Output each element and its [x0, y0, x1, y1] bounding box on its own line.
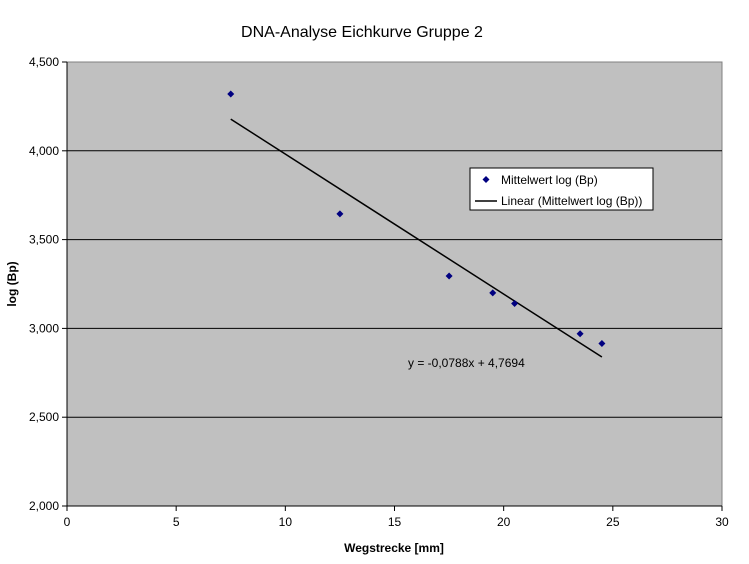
x-tick-label: 10 [279, 515, 293, 529]
data-point [336, 210, 344, 218]
y-axis: 2,000 2,500 3,000 3,500 4,000 4,500 [29, 55, 68, 513]
trendline-equation: y = -0,0788x + 4,7694 [408, 356, 525, 370]
y-tick-label: 4,500 [29, 55, 59, 69]
x-tick-label: 25 [606, 515, 620, 529]
data-point [227, 90, 235, 98]
legend-label-series: Mittelwert log (Bp) [501, 173, 598, 187]
data-point [489, 289, 497, 297]
legend-box [469, 167, 654, 211]
y-tick-label: 3,000 [29, 321, 59, 335]
y-tick-label: 4,000 [29, 144, 59, 158]
y-tick-label: 2,000 [29, 499, 59, 513]
legend: Mittelwert log (Bp) Linear (Mittelwert l… [469, 167, 654, 211]
x-axis-label: Wegstrecke [mm] [344, 541, 444, 555]
x-tick-label: 15 [388, 515, 402, 529]
y-tick-label: 2,500 [29, 410, 59, 424]
legend-label-trend: Linear (Mittelwert log (Bp)) [501, 194, 642, 208]
y-axis-label: log (Bp) [5, 261, 19, 306]
x-tick-label: 30 [715, 515, 729, 529]
trendline [230, 118, 603, 358]
chart-title: DNA-Analyse Eichkurve Gruppe 2 [241, 24, 483, 41]
data-point [598, 339, 606, 347]
x-tick-label: 20 [497, 515, 511, 529]
data-point [445, 272, 453, 280]
x-axis: 0 5 10 15 20 25 30 [64, 505, 729, 529]
data-point [576, 330, 584, 338]
y-tick-label: 3,500 [29, 233, 59, 247]
x-tick-label: 5 [173, 515, 180, 529]
legend-marker-diamond [482, 176, 490, 183]
data-points [227, 90, 606, 347]
grid-lines [67, 150, 722, 418]
plot-area [66, 61, 723, 507]
x-tick-label: 0 [64, 515, 71, 529]
data-point [511, 300, 519, 308]
